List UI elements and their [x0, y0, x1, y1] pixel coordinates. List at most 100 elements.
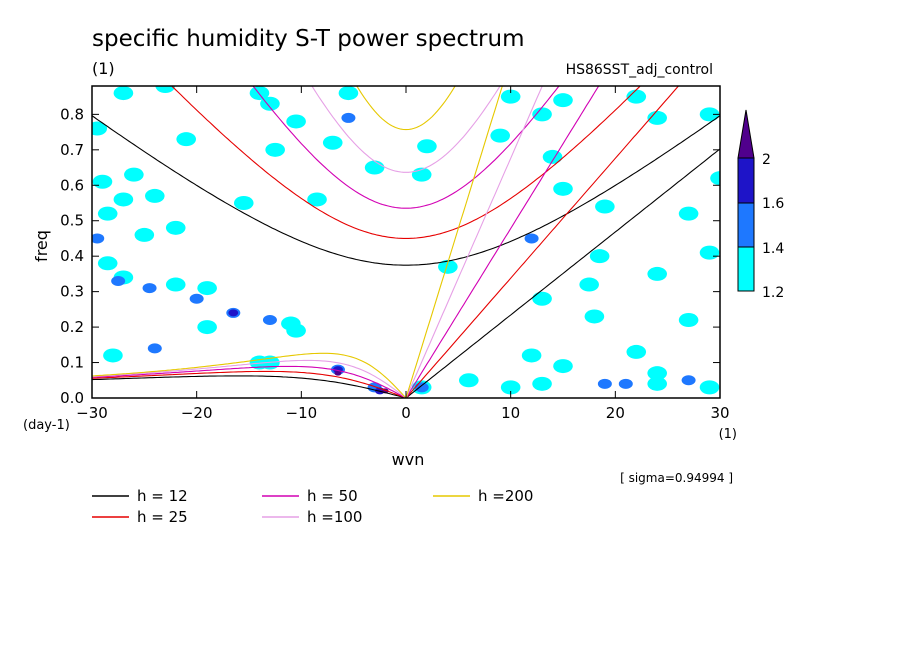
significance-patch — [338, 86, 359, 101]
significance-patch — [626, 344, 647, 359]
kelvin-wave-curve — [405, 86, 680, 398]
x-axis: −30 −20 −10 0 10 20 30 — [76, 86, 730, 422]
gravity-wave-curve — [252, 86, 560, 209]
y-tick-label: 0.7 — [60, 141, 84, 159]
gravity-wave-curve — [171, 86, 641, 239]
rossby-wave-curve — [92, 359, 407, 398]
chart-title: specific humidity S-T power spectrum — [92, 26, 524, 52]
colorbar-label: 2 — [762, 152, 771, 168]
significance-patch — [228, 309, 239, 317]
colorbar-segment — [737, 246, 755, 292]
colorbar-label: 1.6 — [762, 196, 784, 212]
x-tick-label: 30 — [710, 404, 729, 422]
significance-patch — [699, 380, 720, 395]
sigma-text: [ sigma=0.94994 ] — [620, 471, 733, 485]
significance-patch — [142, 283, 157, 294]
dispersion-curves — [92, 86, 720, 398]
x-tick-label: −30 — [76, 404, 108, 422]
kelvin-wave-curve — [405, 86, 543, 398]
legend: h = 12 h = 25 h = 50 h =100 h =200 — [92, 487, 533, 526]
y-tick-label: 0.4 — [60, 247, 84, 265]
significance-patch — [490, 128, 511, 143]
significance-patch — [597, 378, 612, 389]
legend-label: h = 25 — [137, 508, 188, 526]
kelvin-wave-curve — [405, 148, 720, 398]
significance-patch — [532, 376, 552, 391]
significance-patch — [124, 167, 144, 182]
significance-patch — [553, 181, 573, 196]
kelvin-wave-curve — [405, 86, 503, 398]
significance-patch — [262, 315, 277, 325]
significance-patch — [134, 227, 155, 242]
significance-patch — [500, 89, 521, 104]
significance-patch — [92, 121, 108, 136]
significance-patch — [197, 320, 217, 335]
significance-patch — [589, 249, 610, 264]
significance-patch — [595, 199, 615, 214]
y-tick-label: 0.3 — [60, 283, 84, 301]
significance-patch — [307, 192, 327, 207]
x-tick-label: 10 — [501, 404, 520, 422]
units-label: (1) — [92, 59, 115, 78]
legend-label: h = 50 — [307, 487, 358, 505]
x-tick-label: 20 — [606, 404, 625, 422]
significance-patch — [459, 373, 479, 388]
significance-patch — [92, 174, 113, 189]
significance-patch — [322, 135, 343, 150]
significance-patch — [334, 370, 342, 376]
significance-patch — [647, 266, 667, 281]
rossby-wave-curve — [92, 375, 407, 398]
significance-patch — [553, 93, 573, 108]
colorbar-label: 1.4 — [762, 241, 784, 257]
significance-patch — [364, 160, 385, 175]
significance-patch — [145, 188, 165, 203]
x-unit-label: (1) — [719, 427, 737, 442]
y-tick-label: 0.0 — [60, 389, 84, 407]
kelvin-wave-curve — [405, 86, 600, 398]
significance-patch — [678, 313, 699, 327]
significance-patch — [92, 233, 105, 244]
legend-label: h =200 — [478, 487, 533, 505]
significance-patch — [414, 382, 429, 393]
y-tick-label: 0.8 — [60, 105, 84, 123]
y-axis-label: freq — [32, 230, 51, 262]
significance-patch — [553, 359, 573, 374]
x-tick-label: 0 — [401, 404, 411, 422]
rossby-wave-curve — [92, 370, 407, 398]
significance-patch — [647, 110, 667, 125]
significance-patch — [265, 142, 285, 157]
significance-patch — [233, 196, 254, 210]
significance-patch — [647, 376, 667, 391]
colorbar-label: 1.2 — [762, 285, 784, 301]
y-tick-label: 0.6 — [60, 176, 84, 194]
rossby-wave-curve — [92, 352, 407, 398]
significance-patch — [699, 107, 720, 122]
rossby-wave-curve — [92, 365, 407, 398]
significance-patch — [618, 378, 633, 389]
significance-patch — [678, 206, 699, 221]
significance-patch — [249, 86, 270, 101]
significance-patch — [111, 276, 126, 286]
significance-shading — [92, 86, 720, 395]
significance-patch — [542, 149, 563, 164]
significance-patch — [647, 366, 667, 381]
y-tick-label: 0.1 — [60, 354, 84, 372]
significance-patch — [500, 380, 521, 395]
significance-patch — [113, 192, 134, 207]
significance-patch — [626, 89, 647, 104]
significance-patch — [532, 291, 552, 306]
y-axis: 0.0 0.1 0.2 0.3 0.4 0.5 0.6 0.7 0.8 — [60, 105, 720, 407]
colorbar-segment — [737, 157, 755, 204]
significance-patch — [286, 323, 306, 338]
significance-patch — [97, 256, 118, 271]
significance-patch — [438, 259, 458, 274]
significance-patch — [260, 96, 280, 111]
significance-patch — [113, 86, 134, 101]
significance-patch — [681, 375, 696, 386]
significance-patch — [710, 171, 720, 186]
significance-patch — [699, 245, 720, 260]
significance-patch — [197, 281, 217, 296]
significance-patch — [521, 348, 542, 363]
y-tick-label: 0.2 — [60, 318, 84, 336]
